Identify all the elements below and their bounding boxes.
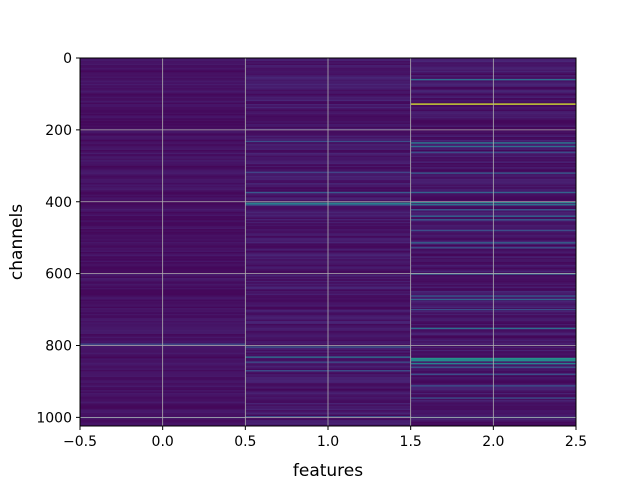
y-tick-label: 0	[63, 51, 72, 67]
x-tick-label: 0.0	[152, 434, 174, 450]
x-tick-label: 0.5	[234, 434, 256, 450]
x-tick-label: 2.5	[565, 434, 587, 450]
y-axis-label: channels	[7, 204, 27, 280]
y-tick-label: 400	[45, 195, 72, 211]
x-tick-label: −0.5	[63, 434, 97, 450]
y-tick-label: 1000	[36, 410, 72, 426]
plot-frame	[79, 57, 577, 427]
x-axis-ticks: −0.5 0.0 0.5 1.0 1.5 2.0 2.5	[63, 426, 587, 450]
x-tick-label: 2.0	[482, 434, 504, 450]
grid-lines	[79, 57, 577, 426]
x-tick-label: 1.0	[317, 434, 339, 450]
y-tick-label: 200	[45, 123, 72, 139]
y-tick-label: 600	[45, 267, 72, 283]
y-axis-ticks: 0 200 400 600 800 1000	[36, 51, 80, 426]
x-axis-label: features	[293, 461, 363, 480]
x-tick-label: 1.5	[400, 434, 422, 450]
y-tick-label: 800	[45, 339, 72, 355]
